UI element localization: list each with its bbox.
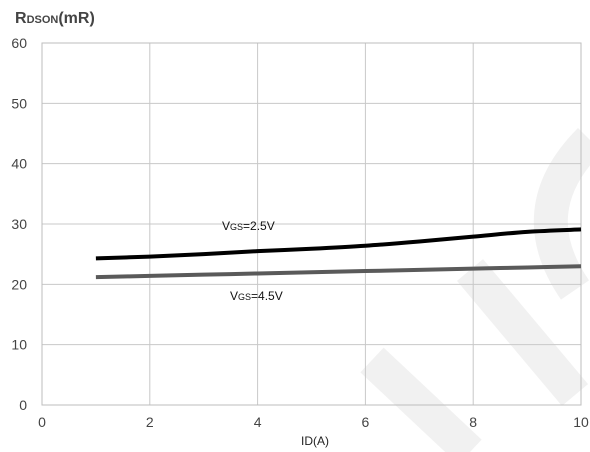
y-tick-label: 30 [11, 216, 27, 232]
series-label-rest: =2.5V [243, 219, 275, 233]
y-tick-label: 10 [11, 337, 27, 353]
y-axis-title-main: R [15, 10, 27, 27]
grid [41, 42, 582, 406]
series-label-vgs-4-5v: VGS=4.5V [230, 289, 283, 303]
y-axis-title: RDSON(mR) [15, 10, 95, 27]
series-label-main: V [230, 289, 238, 303]
y-tick-label: 0 [19, 397, 27, 413]
series-label-vgs-2-5v: VGS=2.5V [222, 219, 275, 233]
x-axis-ticks: 0 2 4 6 8 10 [38, 414, 589, 430]
series-line-vgs-2-5v [95, 227, 582, 261]
x-tick-label: 0 [38, 414, 46, 430]
x-tick-label: 8 [469, 414, 477, 430]
plot-frame [41, 42, 582, 406]
series-label-rest: =4.5V [251, 289, 283, 303]
y-tick-label: 50 [11, 95, 27, 111]
plot-area-border [41, 42, 582, 406]
watermark-stroke [360, 347, 482, 452]
y-tick-label: 60 [11, 35, 27, 51]
series-line-vgs-4-5v [95, 264, 582, 280]
series-label-main: V [222, 219, 230, 233]
x-axis-title: ID(A) [301, 434, 329, 448]
series-label-sub: GS [230, 222, 243, 232]
watermark [360, 127, 590, 452]
series-lines [95, 227, 582, 280]
x-tick-label: 6 [362, 414, 370, 430]
x-tick-label: 4 [254, 414, 262, 430]
y-axis-title-unit: (mR) [58, 10, 94, 27]
x-tick-label: 2 [146, 414, 154, 430]
y-tick-label: 20 [11, 276, 27, 292]
y-axis-ticks: 60 50 40 30 20 10 0 [11, 35, 27, 413]
watermark-stroke [456, 259, 589, 406]
watermark-stroke [533, 127, 590, 300]
series-label-sub: GS [238, 292, 251, 302]
x-tick-label: 10 [573, 414, 589, 430]
y-tick-label: 40 [11, 156, 27, 172]
y-axis-title-sub: DSON [27, 14, 59, 26]
